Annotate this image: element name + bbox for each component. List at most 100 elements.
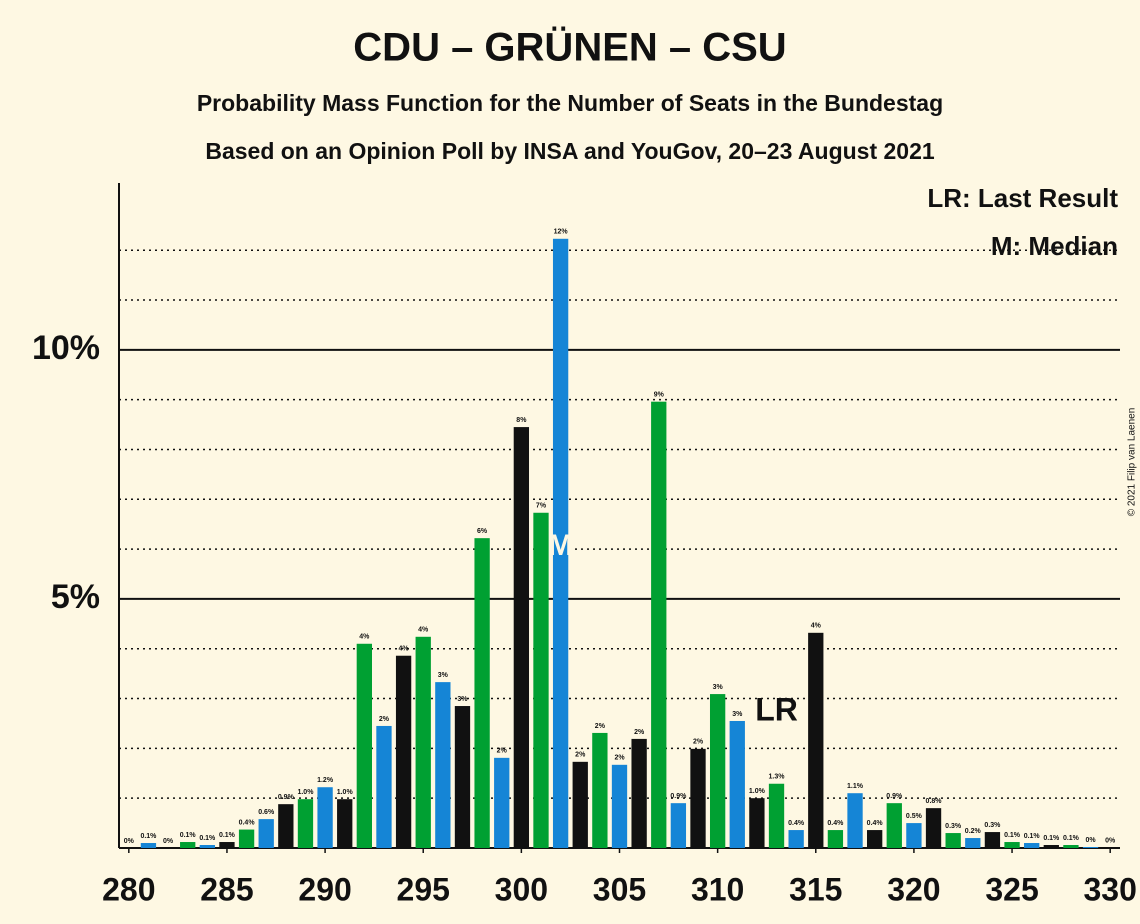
value-label: 1.0% <box>297 789 314 796</box>
chart-subtitle: Probability Mass Function for the Number… <box>197 90 943 116</box>
value-label: 0.1% <box>1004 832 1021 839</box>
value-label: 12% <box>554 229 569 236</box>
x-tick-label: 280 <box>102 871 155 907</box>
value-label: 0.1% <box>219 832 236 839</box>
bar <box>494 757 510 848</box>
bar <box>827 830 844 848</box>
bar <box>395 655 412 848</box>
bar <box>356 643 372 848</box>
chart-title: CDU – GRÜNEN – CSU <box>353 25 786 70</box>
value-label: 0% <box>1085 837 1096 844</box>
bar <box>317 787 333 848</box>
value-label: 6% <box>477 528 488 535</box>
value-label: 1.2% <box>317 777 334 784</box>
x-tick-label: 285 <box>200 871 253 907</box>
value-label: 0.9% <box>886 793 903 800</box>
value-label: 3% <box>713 684 724 691</box>
value-label: 0% <box>1105 837 1116 844</box>
bar <box>690 748 706 848</box>
bar <box>592 732 608 848</box>
chart-subtitle: Based on an Opinion Poll by INSA and You… <box>205 138 935 164</box>
value-label: 1.1% <box>847 783 864 790</box>
bar <box>925 808 942 848</box>
value-label: 2% <box>693 739 704 746</box>
x-tick-label: 305 <box>593 871 646 907</box>
bar <box>1063 845 1079 848</box>
bar <box>297 799 314 848</box>
value-label: 4% <box>811 623 822 630</box>
value-label: 4% <box>359 634 370 641</box>
bar <box>238 829 255 848</box>
bar <box>258 819 274 848</box>
bar <box>1043 845 1059 848</box>
x-tick-label: 300 <box>495 871 548 907</box>
bar <box>415 636 431 848</box>
value-label: 1.0% <box>749 788 766 795</box>
bar <box>847 793 863 848</box>
value-label: 0.3% <box>945 823 962 830</box>
bar <box>670 803 687 848</box>
bar <box>906 823 922 848</box>
value-label: 2% <box>575 752 586 759</box>
bar <box>945 833 961 848</box>
value-label: 0.6% <box>258 809 275 816</box>
value-label: 0.5% <box>906 813 923 820</box>
x-tick-label: 315 <box>789 871 842 907</box>
bar <box>572 761 588 848</box>
x-tick-label: 330 <box>1083 871 1136 907</box>
grid: 5% 10% 280 285 290 295 300 305 310 315 320 325 330 <box>32 183 1137 907</box>
value-label: 0.8% <box>926 798 943 805</box>
bar <box>867 830 883 848</box>
bar <box>631 738 647 848</box>
bar <box>611 764 628 848</box>
legend-note: LR: Last Result <box>927 183 1118 213</box>
bar <box>768 783 785 848</box>
annotations: LR M LR: Last Result M: Median <box>548 183 1118 728</box>
y-tick-label: 10% <box>32 329 100 367</box>
median-marker: M <box>548 529 573 562</box>
value-label: 2% <box>379 716 390 723</box>
bar <box>709 694 726 848</box>
bar <box>886 803 902 848</box>
bar <box>278 804 294 848</box>
y-tick-label: 5% <box>51 578 100 616</box>
value-label: 0.4% <box>867 820 884 827</box>
bar <box>337 799 353 848</box>
bar <box>965 838 981 848</box>
bar <box>454 706 471 848</box>
x-tick-label: 290 <box>298 871 351 907</box>
value-label: 0.3% <box>984 822 1001 829</box>
value-label: 0.4% <box>827 820 844 827</box>
bar <box>140 843 157 848</box>
bar <box>513 427 530 848</box>
x-tick-label: 310 <box>691 871 744 907</box>
value-label: 3% <box>732 711 743 718</box>
value-label: 0.1% <box>1063 835 1080 842</box>
bar <box>474 538 490 848</box>
copyright: © 2021 Filip van Laenen <box>1127 408 1138 517</box>
value-label: 3% <box>438 672 449 679</box>
value-label: 8% <box>516 417 527 424</box>
value-label: 7% <box>536 503 547 510</box>
x-tick-label: 325 <box>985 871 1038 907</box>
value-label: 0.9% <box>278 794 295 801</box>
value-label: 4% <box>399 646 410 653</box>
value-label: 0% <box>163 838 174 845</box>
bar <box>552 238 569 848</box>
value-label: 0.1% <box>1024 833 1041 840</box>
bar <box>180 842 196 848</box>
value-label: 9% <box>654 392 665 399</box>
bar <box>808 632 824 848</box>
bar <box>1004 842 1020 848</box>
value-label: 1.3% <box>769 774 786 781</box>
value-label: 2% <box>595 723 606 730</box>
bar <box>376 725 392 848</box>
value-label: 2% <box>614 755 625 762</box>
value-label: 0.2% <box>965 828 982 835</box>
x-tick-label: 295 <box>397 871 450 907</box>
bar <box>219 842 235 848</box>
value-label: 4% <box>418 627 429 634</box>
value-label: 0.1% <box>140 833 157 840</box>
bar <box>749 798 765 848</box>
